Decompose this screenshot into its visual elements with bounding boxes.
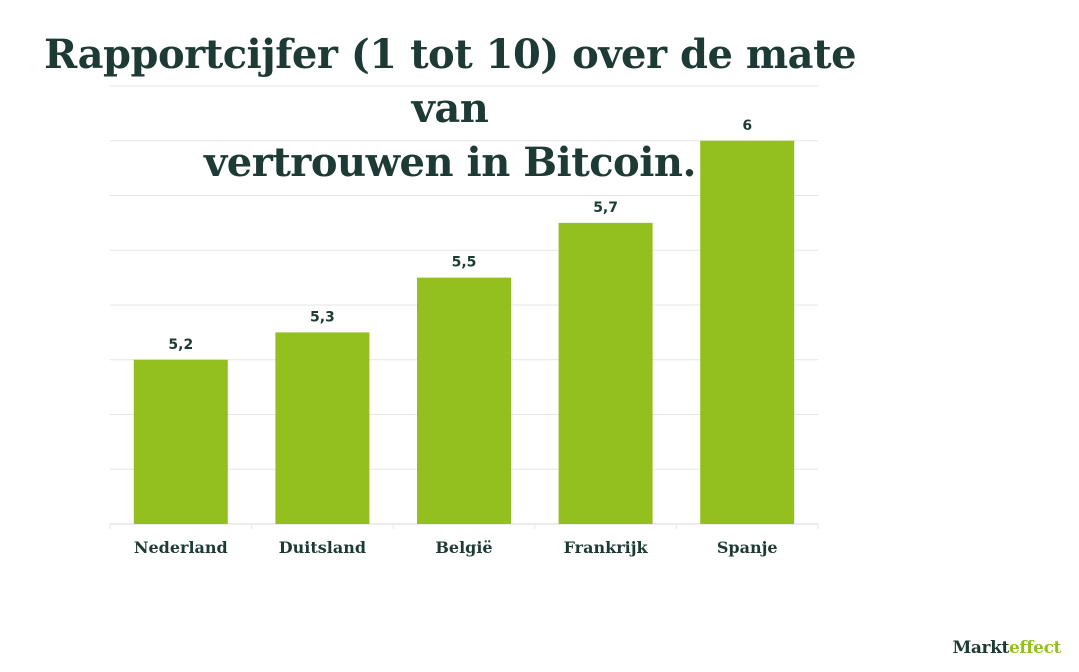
category-label: Frankrijk: [564, 538, 649, 557]
chart-title: Rapportcijfer (1 tot 10) over de mate va…: [0, 28, 900, 190]
chart-title-line-1: Rapportcijfer (1 tot 10) over de mate va…: [43, 31, 857, 132]
data-label: 5,2: [168, 337, 193, 353]
bars: [133, 140, 795, 524]
category-label: België: [435, 538, 492, 557]
bar-frankrijk: [558, 222, 653, 524]
data-label: 5,3: [310, 309, 335, 325]
value-labels: 5,2 5,3 5,5 5,7 6: [168, 118, 752, 353]
category-label: Nederland: [134, 538, 228, 557]
chart-title-line-2: vertrouwen in Bitcoin.: [204, 139, 696, 186]
data-label: 5,7: [593, 200, 618, 216]
data-label: 6: [742, 118, 752, 134]
bar-nederland: [133, 359, 228, 524]
category-label: Duitsland: [279, 538, 366, 557]
bar-belgië: [417, 277, 511, 524]
markteffect-logo: Markteffect: [952, 638, 1062, 658]
bar-duitsland: [275, 332, 370, 524]
bar-spanje: [700, 140, 795, 524]
category-label: Spanje: [717, 538, 778, 557]
category-labels: Nederland Duitsland België Frankrijk Spanje: [134, 538, 778, 557]
data-label: 5,5: [452, 255, 477, 271]
